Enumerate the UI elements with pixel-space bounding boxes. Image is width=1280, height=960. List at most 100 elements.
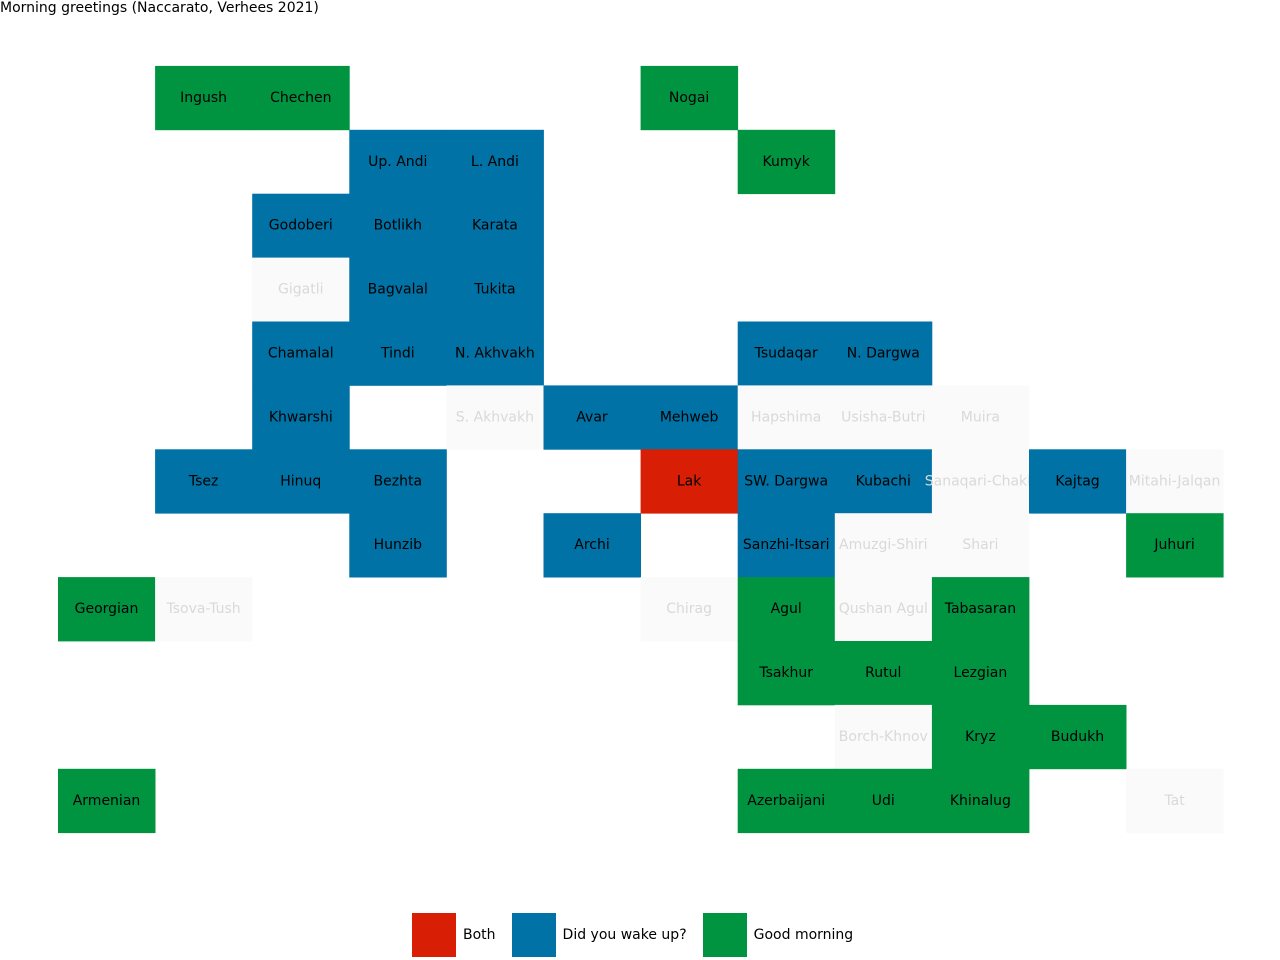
tile-godoberi: Godoberi	[252, 193, 350, 258]
tile-fill	[737, 577, 836, 642]
tile-mitahi-jalqan: Mitahi-Jalqan	[1126, 449, 1224, 514]
tile-fill	[640, 577, 739, 642]
tile-fill	[834, 385, 933, 450]
tile-bagvalal: Bagvalal	[349, 257, 447, 322]
tile-label: Sanzhi-Itsari	[743, 537, 830, 553]
tile-kajtag: Kajtag	[1029, 449, 1127, 514]
tile-label: S. Akhvakh	[456, 409, 534, 425]
tile-fill	[931, 704, 1030, 770]
tile-fill	[446, 129, 544, 195]
tile-fill	[58, 768, 156, 834]
language-tile-grid: Ingush Chechen Nogai Up. Andi L. Andi Kumyk Go…	[58, 65, 1224, 834]
tile-fill	[58, 577, 156, 642]
tile-label: Avar	[576, 409, 608, 425]
tile-label: Armenian	[73, 793, 141, 809]
tile-juhuri: Juhuri	[1126, 513, 1224, 578]
tile-label: N. Dargwa	[847, 345, 920, 361]
tile-fill	[931, 768, 1030, 834]
tile-label: Tukita	[473, 282, 515, 298]
tile-fill	[834, 577, 933, 642]
tile-chamalal: Chamalal	[252, 321, 350, 386]
tile-fill	[446, 321, 544, 386]
tile-nogai: Nogai	[640, 65, 739, 131]
tile-fill	[543, 385, 641, 450]
tile-label: Khwarshi	[269, 409, 333, 425]
tile-label: Juhuri	[1153, 537, 1194, 553]
tile-fill	[252, 385, 350, 450]
legend-label: Did you wake up?	[562, 927, 687, 943]
tile-fill	[834, 704, 933, 770]
tile-fill	[737, 321, 836, 386]
tile-fill	[349, 257, 447, 322]
tile-label: Kubachi	[856, 473, 911, 489]
tile-ingush: Ingush	[155, 65, 253, 131]
tile-hapshima: Hapshima	[737, 385, 836, 450]
tile-armenian: Armenian	[58, 768, 156, 834]
tile-label: Lak	[677, 473, 702, 489]
tile-fill	[737, 449, 836, 514]
tile-fill	[737, 641, 836, 706]
tile-up-andi: Up. Andi	[349, 129, 447, 195]
tile-fill	[834, 513, 933, 578]
legend-label: Good morning	[753, 927, 854, 943]
tile-lezgian: Lezgian	[931, 641, 1030, 706]
tile-fill	[446, 257, 544, 322]
tile-label: Hinuq	[280, 473, 321, 489]
tile-agul: Agul	[737, 577, 836, 642]
tile-fill	[834, 641, 933, 706]
tile-tsez: Tsez	[155, 449, 253, 514]
tile-muira: Muira	[931, 385, 1030, 450]
tile-n-akhvakh: N. Akhvakh	[446, 321, 544, 386]
tile-fill	[155, 65, 253, 131]
tile-karata: Karata	[446, 193, 544, 258]
tile-label: Qushan Agul	[839, 601, 928, 617]
tile-bezhta: Bezhta	[349, 449, 447, 514]
tile-botlikh: Botlikh	[349, 193, 447, 258]
tile-fill	[252, 321, 350, 386]
tile-label: Borch-Khnov	[839, 729, 928, 745]
tile-label: Godoberi	[269, 218, 333, 234]
tile-tsakhur: Tsakhur	[737, 641, 836, 706]
tile-label: Chirag	[666, 601, 712, 617]
tile-label: Agul	[771, 601, 802, 617]
tile-label: Tsakhur	[758, 665, 813, 681]
tile-fill	[1126, 768, 1224, 834]
tile-fill	[834, 449, 933, 514]
tile-fill	[349, 513, 447, 578]
tile-label: Amuzgi-Shiri	[839, 537, 928, 553]
tile-mehweb: Mehweb	[640, 385, 739, 450]
tile-kryz: Kryz	[931, 704, 1030, 770]
tile-label: Archi	[574, 537, 610, 553]
chart-title: Morning greetings (Naccarato, Verhees 20…	[0, 0, 319, 16]
tile-label: Tabasaran	[944, 601, 1016, 617]
tile-khwarshi: Khwarshi	[252, 385, 350, 450]
tile-lak: Lak	[640, 449, 739, 514]
tile-kumyk: Kumyk	[737, 129, 836, 195]
tile-label: Georgian	[75, 601, 139, 617]
tile-usisha-butri: Usisha-Butri	[834, 385, 933, 450]
tile-label: Nogai	[669, 90, 709, 106]
tile-qushan-agul: Qushan Agul	[834, 577, 933, 642]
tile-fill	[349, 129, 447, 195]
tile-label: Kryz	[965, 729, 996, 745]
tile-label: SW. Dargwa	[744, 473, 828, 489]
tile-fill	[1126, 513, 1224, 578]
tile-fill	[640, 65, 739, 131]
tile-label: Ingush	[180, 90, 227, 106]
tile-label: Khinalug	[950, 793, 1011, 809]
tile-gigatli: Gigatli	[252, 257, 350, 322]
tile-label: Gigatli	[278, 282, 323, 298]
tile-chirag: Chirag	[640, 577, 739, 642]
tile-kubachi: Kubachi	[834, 449, 933, 514]
tile-avar: Avar	[543, 385, 641, 450]
tile-label: Tat	[1163, 793, 1185, 809]
tile-amuzgi-shiri: Amuzgi-Shiri	[834, 513, 933, 578]
tile-label: Tsudaqar	[754, 345, 818, 361]
tile-s-akhvakh: S. Akhvakh	[446, 385, 544, 450]
tile-tsova-tush: Tsova-Tush	[155, 577, 253, 642]
tile-fill	[834, 768, 933, 834]
tile-hunzib: Hunzib	[349, 513, 447, 578]
tile-khinalug: Khinalug	[931, 768, 1030, 834]
tile-chechen: Chechen	[252, 65, 350, 131]
tile-budukh: Budukh	[1029, 704, 1127, 770]
